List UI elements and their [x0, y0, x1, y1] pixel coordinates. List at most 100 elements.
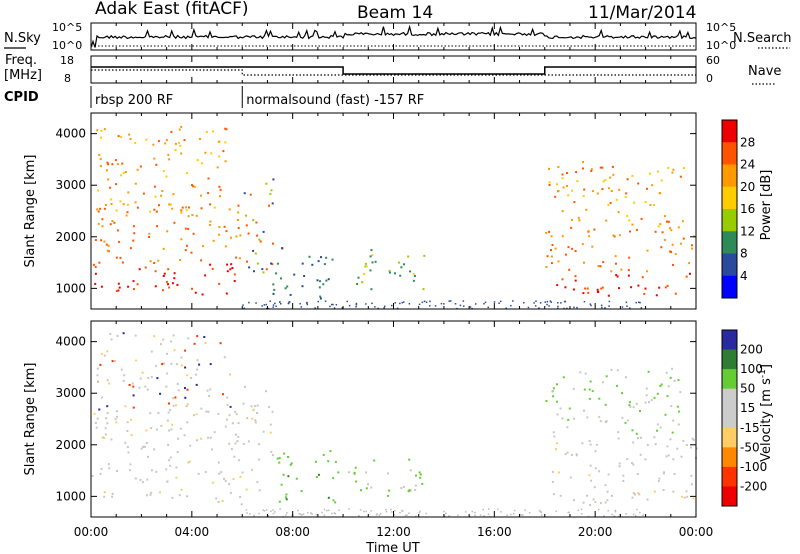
data-cell: [127, 203, 129, 206]
data-cell: [462, 300, 465, 302]
data-cell: [271, 202, 274, 205]
data-cell: [583, 300, 586, 303]
data-cell: [231, 267, 234, 269]
data-cell: [415, 484, 417, 487]
data-cell: [459, 304, 462, 307]
data-cell: [579, 371, 582, 374]
data-cell: [640, 307, 643, 309]
data-cell: [164, 142, 167, 145]
data-cell: [550, 235, 553, 238]
data-cell: [583, 388, 586, 391]
data-cell: [610, 368, 613, 371]
data-cell: [136, 206, 139, 209]
data-cell: [152, 143, 155, 146]
data-cell: [679, 242, 682, 245]
data-cell: [161, 190, 164, 192]
colorbar-swatch: [722, 142, 737, 165]
data-cell: [155, 163, 158, 166]
data-cell: [324, 300, 327, 302]
data-cell: [109, 333, 112, 336]
data-cell: [249, 513, 251, 515]
data-cell: [370, 288, 373, 291]
data-cell: [224, 479, 227, 482]
data-cell: [638, 493, 641, 496]
data-cell: [131, 382, 134, 385]
data-cell: [115, 183, 118, 186]
data-cell: [404, 514, 407, 517]
data-cell: [570, 453, 573, 456]
colorbar-tick-label: 4: [740, 269, 748, 283]
data-cell: [575, 171, 578, 174]
data-cell: [685, 275, 688, 278]
data-cell: [173, 277, 176, 280]
data-cell: [635, 402, 638, 405]
power-colorbar-label: Power [dB]: [759, 170, 774, 241]
data-cell: [224, 160, 227, 163]
data-cell: [148, 232, 151, 235]
data-cell: [556, 383, 558, 386]
data-cell: [581, 243, 584, 246]
data-cell: [561, 417, 564, 420]
data-cell: [105, 417, 108, 420]
data-cell: [332, 499, 335, 502]
data-cell: [363, 273, 366, 275]
data-cell: [637, 437, 639, 440]
data-cell: [111, 495, 114, 498]
data-cell: [672, 168, 675, 171]
data-cell: [688, 262, 691, 265]
data-cell: [664, 413, 667, 416]
data-cell: [333, 307, 336, 309]
data-cell: [599, 166, 602, 169]
colorbar-swatch: [722, 209, 737, 232]
data-cell: [582, 167, 584, 170]
data-cell: [300, 306, 303, 308]
data-cell: [166, 372, 169, 375]
data-cell: [204, 274, 207, 277]
data-cell: [213, 431, 216, 434]
data-cell: [637, 492, 640, 494]
data-cell: [319, 297, 322, 300]
data-cell: [224, 127, 227, 130]
colorbar-swatch: [722, 349, 737, 370]
data-cell: [591, 390, 594, 393]
data-cell: [285, 496, 287, 499]
data-cell: [242, 442, 245, 445]
data-cell: [195, 413, 198, 416]
data-cell: [310, 512, 312, 514]
data-cell: [659, 426, 662, 429]
data-cell: [353, 471, 356, 474]
data-cell: [200, 207, 203, 210]
data-cell: [419, 476, 422, 479]
data-cell: [408, 512, 410, 514]
data-cell: [622, 474, 625, 477]
data-cell: [616, 369, 619, 372]
data-cell: [132, 225, 135, 228]
data-cell: [322, 453, 325, 456]
data-cell: [148, 236, 151, 238]
data-cell: [289, 293, 292, 296]
data-cell: [180, 238, 183, 241]
data-cell: [636, 508, 638, 511]
data-cell: [204, 471, 207, 473]
data-cell: [567, 511, 569, 514]
x-tick-label: 00:00: [74, 525, 109, 539]
data-cell: [653, 204, 655, 207]
data-cell: [245, 214, 247, 217]
data-cell: [556, 442, 558, 445]
data-cell: [578, 219, 581, 222]
data-cell: [250, 405, 253, 408]
data-cell: [604, 484, 607, 487]
data-cell: [140, 447, 143, 450]
data-cell: [108, 467, 111, 470]
data-cell: [574, 275, 577, 278]
data-cell: [130, 418, 133, 421]
data-cell: [301, 262, 304, 265]
data-cell: [170, 362, 173, 365]
data-cell: [118, 286, 121, 289]
data-cell: [229, 268, 232, 271]
data-cell: [126, 211, 129, 214]
data-cell: [683, 167, 685, 169]
data-cell: [173, 349, 176, 352]
data-cell: [601, 306, 603, 309]
data-cell: [184, 387, 186, 390]
